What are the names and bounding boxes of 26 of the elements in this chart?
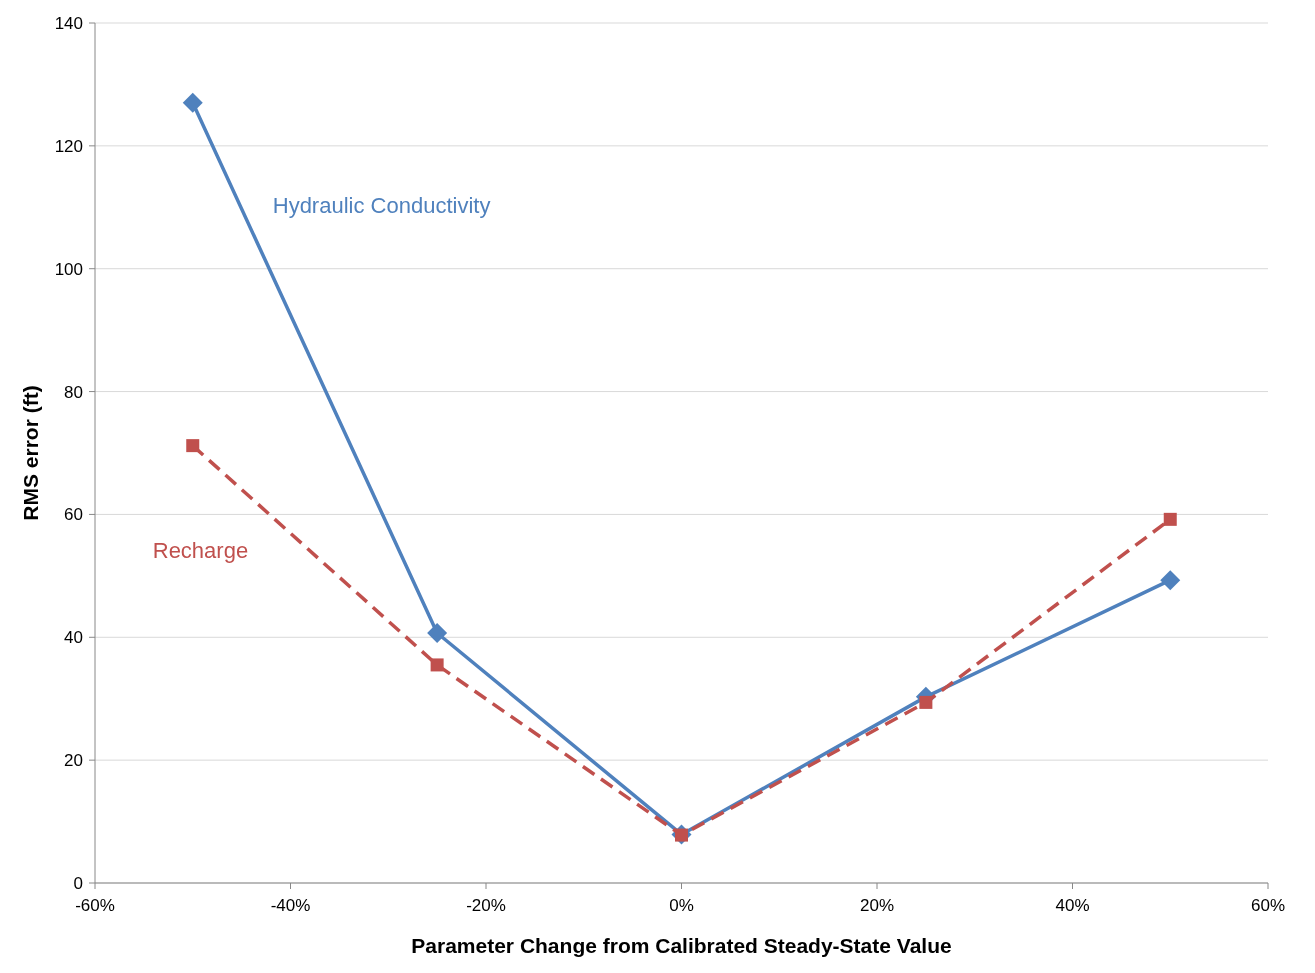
y-tick-label: 100 xyxy=(54,259,83,279)
point xyxy=(182,92,203,113)
x-tick-label: -20% xyxy=(466,896,506,915)
y-tick-label: 40 xyxy=(64,628,83,648)
point xyxy=(1163,512,1177,526)
x-tick-label: 0% xyxy=(669,896,694,915)
y-axis-title: RMS error (ft) xyxy=(19,385,42,521)
x-tick-label: 60% xyxy=(1250,896,1286,915)
x-tick-label: 40% xyxy=(1055,896,1090,915)
point xyxy=(430,658,444,672)
point xyxy=(427,622,448,643)
x-tick-label: -60% xyxy=(75,896,115,915)
x-tick-label: -40% xyxy=(270,896,311,915)
y-tick-label: 20 xyxy=(64,751,83,771)
point xyxy=(1160,570,1181,591)
series-label: Recharge xyxy=(152,537,249,563)
y-tick-label: 140 xyxy=(54,13,83,33)
y-tick-label: 60 xyxy=(64,505,83,525)
y-tick-label: 80 xyxy=(64,382,83,402)
series-label: Hydraulic Conductivity xyxy=(272,192,491,218)
point xyxy=(186,439,200,453)
y-tick-label: 120 xyxy=(54,136,83,156)
x-tick-label: 20% xyxy=(859,896,895,915)
point xyxy=(919,695,933,709)
y-tick-label: 0 xyxy=(73,873,83,893)
x-axis-title: Parameter Change from Calibrated Steady-State Value xyxy=(411,934,952,957)
